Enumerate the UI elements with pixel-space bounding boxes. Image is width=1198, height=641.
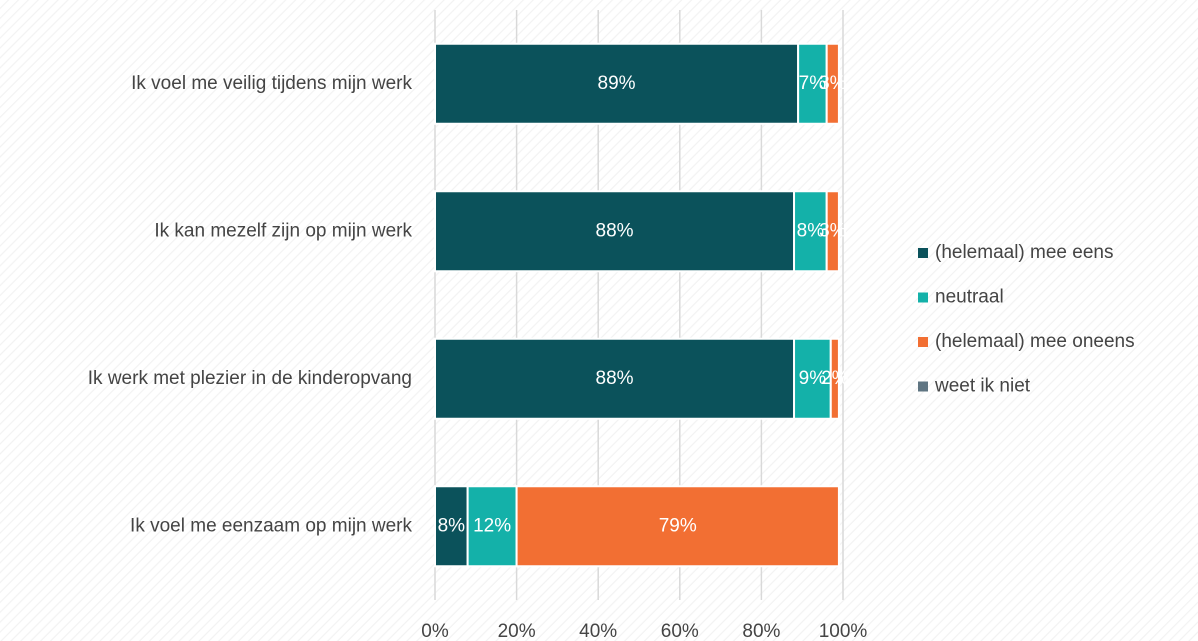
x-tick-label: 80% <box>742 621 780 641</box>
data-label: 7% <box>799 73 827 94</box>
y-tick-label: Ik voel me veilig tijdens mijn werk <box>131 73 412 94</box>
x-tick-label: 60% <box>661 621 699 641</box>
legend-swatch <box>918 292 928 303</box>
data-label: 9% <box>799 368 827 389</box>
legend-label: neutraal <box>935 287 1004 308</box>
data-label: 88% <box>596 368 634 389</box>
x-tick-label: 20% <box>498 621 536 641</box>
bar-segment <box>466 485 518 568</box>
bar-segment <box>434 337 796 420</box>
bar-segment <box>434 42 800 125</box>
data-label: 2% <box>821 368 849 389</box>
x-tick-label: 100% <box>819 621 868 641</box>
legend-swatch <box>918 381 928 392</box>
x-tick-label: 40% <box>579 621 617 641</box>
legend-label: weet ik niet <box>934 376 1031 397</box>
legend-label: (helemaal) mee oneens <box>935 331 1135 352</box>
data-label: 8% <box>797 220 825 241</box>
data-label: 12% <box>473 515 511 536</box>
x-tick-label: 0% <box>421 621 449 641</box>
bar-segment <box>515 485 840 568</box>
bar-segment <box>825 190 840 273</box>
data-label: 8% <box>438 515 466 536</box>
data-label: 88% <box>596 220 634 241</box>
data-label: 3% <box>819 73 847 94</box>
y-tick-label: Ik werk met plezier in de kinderopvang <box>88 368 412 389</box>
y-tick-label: Ik kan mezelf zijn op mijn werk <box>154 220 412 241</box>
bar-segment <box>434 485 469 568</box>
bar-segment <box>829 337 840 420</box>
bar-segment <box>793 190 828 273</box>
data-label: 3% <box>819 220 847 241</box>
legend-swatch <box>918 248 928 258</box>
legend-label: (helemaal) mee eens <box>935 242 1113 263</box>
bar-segment <box>825 42 840 125</box>
bar-segment <box>793 337 832 420</box>
legend-swatch <box>918 337 928 347</box>
y-tick-label: Ik voel me eenzaam op mijn werk <box>130 515 412 536</box>
data-label: 79% <box>659 515 697 536</box>
data-label: 89% <box>598 73 636 94</box>
